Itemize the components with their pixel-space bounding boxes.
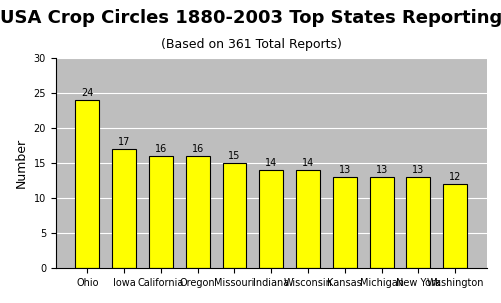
Y-axis label: Number: Number — [15, 138, 28, 188]
Text: USA Crop Circles 1880-2003 Top States Reporting: USA Crop Circles 1880-2003 Top States Re… — [0, 9, 501, 27]
Bar — [406, 177, 429, 268]
Text: 17: 17 — [118, 137, 130, 147]
Bar — [332, 177, 356, 268]
Bar — [112, 149, 136, 268]
Text: (Based on 361 Total Reports): (Based on 361 Total Reports) — [160, 38, 341, 51]
Text: 13: 13 — [411, 165, 424, 175]
Bar — [296, 170, 319, 268]
Text: 12: 12 — [448, 172, 460, 182]
Text: 14: 14 — [265, 158, 277, 168]
Text: 13: 13 — [338, 165, 350, 175]
Bar — [222, 163, 246, 268]
Text: 14: 14 — [301, 158, 314, 168]
Text: 13: 13 — [375, 165, 387, 175]
Bar — [442, 184, 466, 268]
Bar — [369, 177, 393, 268]
Bar — [185, 156, 209, 268]
Text: 24: 24 — [81, 88, 93, 98]
Bar — [75, 100, 99, 268]
Text: 16: 16 — [154, 144, 167, 154]
Bar — [259, 170, 283, 268]
Text: 16: 16 — [191, 144, 203, 154]
Text: 15: 15 — [228, 151, 240, 161]
Bar — [149, 156, 172, 268]
